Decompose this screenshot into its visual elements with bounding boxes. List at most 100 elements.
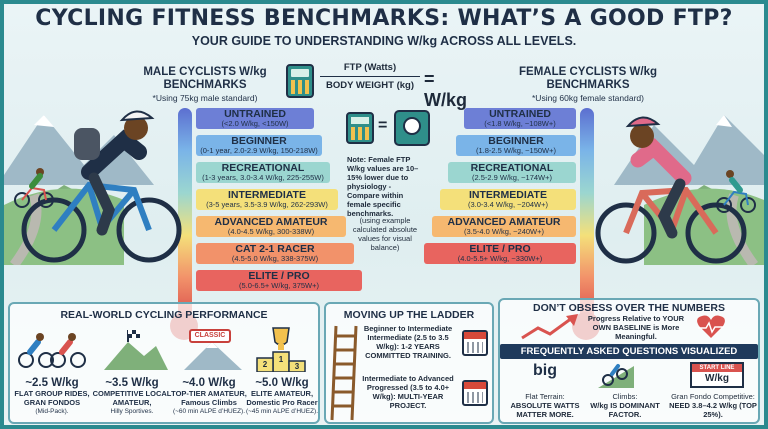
- female-level-intermediate: INTERMEDIATE (3.0-3.4 W/kg, ~204W+): [440, 189, 576, 210]
- level-label: RECREATIONAL: [470, 162, 554, 174]
- level-range: (<2.0 W/kg, <150W): [221, 119, 289, 128]
- trophy-podium-icon: [256, 327, 306, 372]
- perf-desc: ELITE AMATEUR, Domestic Pro Racer: [246, 389, 318, 407]
- faq-item-3: Gran Fondo Competitive: NEED 3.8–4.2 W/k…: [668, 392, 758, 419]
- female-cyclist-illustration: [595, 116, 747, 264]
- male-level-elite-pro: ELITE / PRO (5.0-6.5+ W/kg, 375W+): [196, 270, 362, 291]
- perf-item-4: ~5.0 W/kg ELITE AMATEUR, Domestic Pro Ra…: [244, 377, 320, 417]
- male-level-untrained: UNTRAINED (<2.0 W/kg, <150W): [196, 108, 314, 129]
- level-label: CAT 2-1 RACER: [235, 243, 315, 255]
- absolute-values-note: (using example calculated absolute value…: [352, 216, 418, 252]
- level-label: ELITE / PRO: [248, 270, 310, 282]
- ladder-icon: [330, 325, 358, 421]
- start-line-banner: START LINE W/kg: [690, 362, 744, 388]
- podium-label-3: 3: [294, 362, 300, 371]
- level-label: BEGINNER: [488, 135, 544, 147]
- calendar-icon: [462, 380, 488, 406]
- female-level-advanced-amateur: ADVANCED AMATEUR (3.5-4.0 W/kg, ~240W+): [432, 216, 576, 237]
- male-level-beginner: BEGINNER (0-1 year, 2.0-2.9 W/kg, 150-218…: [196, 135, 322, 156]
- perf-value: ~2.5 W/kg: [25, 377, 79, 389]
- perf-detail: (~60 min ALPE d’HUEZ).: [172, 408, 246, 415]
- level-range: (3.0-3.4 W/kg, ~204W+): [467, 200, 549, 209]
- faq-head: Climbs:: [612, 392, 638, 401]
- start-line-wkg: W/kg: [705, 373, 729, 384]
- level-label: INTERMEDIATE: [228, 189, 306, 201]
- perf-value: ~3.5 W/kg: [105, 377, 159, 389]
- female-level-elite-pro: ELITE / PRO (4.0-5.5+ W/kg, ~330W+): [424, 243, 576, 264]
- female-heading: FEMALE CYCLISTS W/kg BENCHMARKS *Using 6…: [516, 66, 660, 105]
- level-range: (<1.8 W/kg, ~108W+): [484, 119, 556, 128]
- faq-text: NEED 3.8–4.2 W/kg (TOP 25%).: [669, 401, 757, 419]
- male-heading: MALE CYCLISTS W/kg BENCHMARKS *Using 75k…: [130, 66, 280, 105]
- faq-title: FREQUENTLY ASKED QUESTIONS VISUALIZED: [500, 344, 758, 359]
- level-range: (4.0-5.5+ W/kg, ~330W+): [457, 254, 543, 263]
- ftp-formula: FTP (Watts) BODY WEIGHT (kg) = W/kg: [286, 62, 482, 110]
- male-cyclist-illustration: [21, 110, 182, 263]
- ladder-title: MOVING UP THE LADDER: [343, 309, 475, 321]
- podium-label-2: 2: [262, 360, 268, 369]
- heart-icon: [697, 315, 725, 338]
- big-watts-icon: big: [533, 362, 557, 379]
- formula-denominator: BODY WEIGHT (kg): [326, 80, 414, 91]
- perf-item-2: ~3.5 W/kg COMPETITIVE LOCAL AMATEUR, Hil…: [92, 377, 172, 417]
- male-level-advanced-amateur: ADVANCED AMATEUR (4.0-4.5 W/kg, 300-338W): [196, 216, 346, 237]
- perf-item-1: ~2.5 W/kg FLAT GROUP RIDES, GRAN FONDOS …: [12, 377, 92, 417]
- calculator-icon: [346, 112, 374, 144]
- formula-fraction: FTP (Watts) BODY WEIGHT (kg): [320, 62, 420, 91]
- level-label: INTERMEDIATE: [469, 189, 547, 201]
- level-range: (5.0-6.5+ W/kg, 375W+): [238, 281, 320, 290]
- female-level-recreational: RECREATIONAL (2.5-2.9 W/kg, ~174W+): [448, 162, 576, 183]
- male-thermometer: [178, 108, 192, 320]
- faq-head: Flat Terrain:: [525, 392, 565, 401]
- background-cyclist-right: [716, 170, 756, 213]
- female-note-center: Note: Female FTP W/kg values are 10–15% …: [347, 155, 419, 218]
- perf-item-3: ~4.0 W/kg TOP-TIER AMATEUR, Famous Climb…: [170, 377, 248, 417]
- formula-numerator: FTP (Watts): [320, 62, 420, 77]
- perf-detail: (Mid-Pack).: [35, 408, 69, 415]
- equals-sign: =: [378, 117, 388, 134]
- page-subtitle: YOUR GUIDE TO UNDERSTANDING W/kg ACROSS …: [191, 34, 577, 48]
- male-heading-text: MALE CYCLISTS W/kg BENCHMARKS: [143, 66, 267, 91]
- female-level-untrained: UNTRAINED (<1.8 W/kg, ~108W+): [464, 108, 576, 129]
- female-heading-text: FEMALE CYCLISTS W/kg BENCHMARKS: [519, 66, 657, 91]
- calendar-icon: [462, 330, 488, 356]
- female-thermometer: [580, 108, 594, 320]
- level-range: (1.8-2.5 W/kg, ~150W+): [475, 146, 557, 155]
- faq-text: ABSOLUTE WATTS MATTER MORE.: [510, 401, 580, 419]
- male-note: *Using 75kg male standard): [152, 93, 258, 103]
- group-ride-icon: [18, 333, 86, 368]
- classic-climb-icon: [184, 329, 242, 370]
- level-label: ELITE / PRO: [469, 243, 531, 255]
- perf-desc: COMPETITIVE LOCAL AMATEUR,: [92, 389, 172, 407]
- level-label: UNTRAINED: [489, 108, 551, 120]
- perf-desc: FLAT GROUP RIDES, GRAN FONDOS: [14, 389, 90, 407]
- climb-cyclist-icon: [598, 364, 634, 388]
- faq-item-2: Climbs: W/kg IS DOMINANT FACTOR.: [584, 392, 666, 419]
- background-cyclist-left: [14, 168, 54, 208]
- level-label: RECREATIONAL: [221, 162, 305, 174]
- faq-head: Gran Fondo Competitive:: [671, 392, 755, 401]
- level-label: ADVANCED AMATEUR: [214, 216, 328, 228]
- female-level-beginner: BEGINNER (1.8-2.5 W/kg, ~150W+): [456, 135, 576, 156]
- level-range: (3.5-4.0 W/kg, ~240W+): [463, 227, 545, 236]
- classic-sign-label: CLASSIC: [194, 332, 226, 339]
- level-range: (2.5-2.9 W/kg, ~174W+): [471, 173, 553, 182]
- level-range: (4.0-4.5 W/kg, 300-338W): [227, 227, 315, 236]
- ladder-step-1: Beginner to Intermediate Intermediate (2…: [363, 324, 453, 360]
- faq-text: W/kg IS DOMINANT FACTOR.: [590, 401, 660, 419]
- podium-label-1: 1: [278, 355, 284, 364]
- male-level-recreational: RECREATIONAL (1-3 years, 3.0-3.4 W/kg, 22…: [196, 162, 330, 183]
- calculator-icon: [286, 64, 314, 98]
- faq-item-1: Flat Terrain: ABSOLUTE WATTS MATTER MORE…: [504, 392, 586, 419]
- perf-value: ~4.0 W/kg: [182, 377, 236, 389]
- male-level-intermediate: INTERMEDIATE (3-5 years, 3.5-3.9 W/kg, 26…: [196, 189, 338, 210]
- level-range: (4.5-5.0 W/kg, 338-375W): [231, 254, 319, 263]
- level-label: BEGINNER: [231, 135, 287, 147]
- female-note: *Using 60kg female standard): [532, 93, 644, 103]
- progress-arrow-icon: [521, 314, 578, 340]
- level-range: (1-3 years, 3.0-3.4 W/kg, 225-255W): [202, 173, 324, 182]
- level-label: UNTRAINED: [224, 108, 286, 120]
- perf-detail: (~45 min ALPE d’HUEZ).: [245, 408, 319, 415]
- performance-title: REAL-WORLD CYCLING PERFORMANCE: [60, 309, 268, 321]
- page-title: CYCLING FITNESS BENCHMARKS: WHAT’S A GOO…: [35, 6, 733, 31]
